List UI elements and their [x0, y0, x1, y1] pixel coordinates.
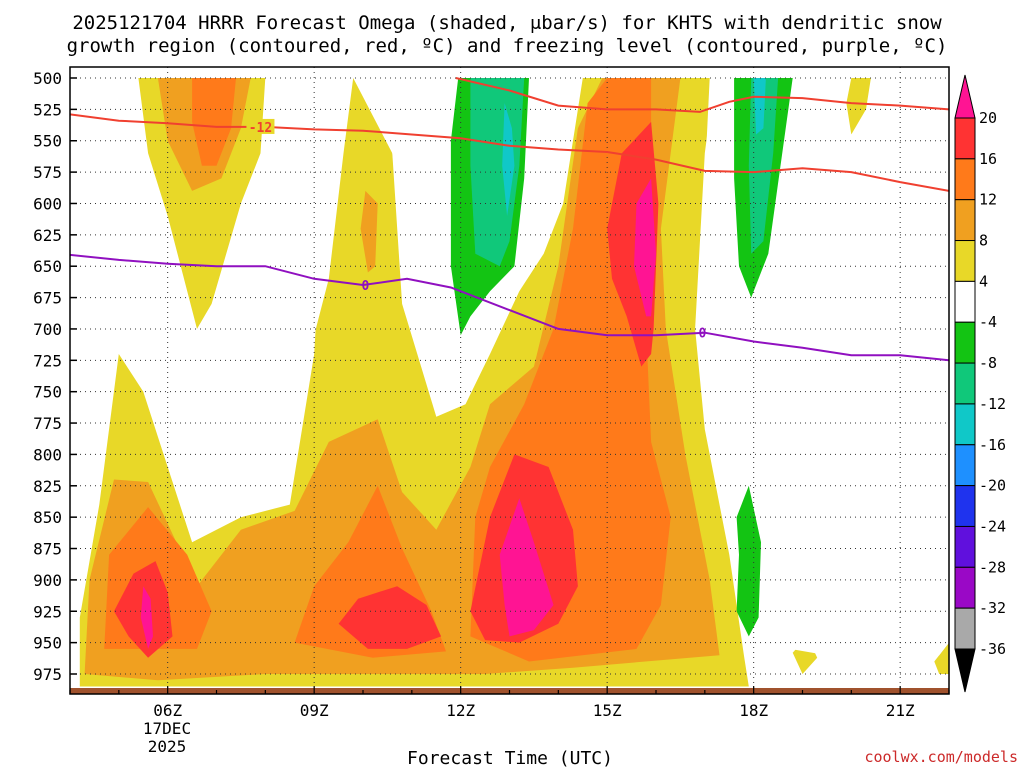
- y-tick-label-700: 700: [33, 320, 62, 339]
- omega-fill-neg16-cyan-a: [502, 103, 515, 216]
- colorbar-label--28: -28: [979, 558, 1006, 576]
- y-tick-label-500: 500: [33, 69, 62, 88]
- colorbar-box-1: [954, 117, 976, 160]
- contour-lines: [70, 77, 949, 362]
- dgz-label-bg: [246, 118, 275, 134]
- colorbar-label--24: -24: [979, 517, 1006, 535]
- colorbar: 20 16 12 8 4 -4 -8 -12 -16 -20 -24 -28 -32 -36: [954, 74, 1006, 693]
- y-tick-label-550: 550: [33, 132, 62, 151]
- omega-fill-pos20-b: [499, 498, 554, 637]
- colorbar-box-11: [954, 525, 976, 568]
- x-tick-label-21Z: 21Z: [886, 701, 915, 720]
- omega-fill-pos8-mid: [360, 190, 378, 273]
- colorbar-label-8: 8: [979, 232, 988, 250]
- colorbar-bottom-arrow: [954, 648, 976, 693]
- colorbar-box-3: [954, 199, 976, 242]
- omega-fill-neg4-white-a: [265, 78, 354, 354]
- colorbar-box-2: [954, 158, 976, 201]
- colorbar-box-7: [954, 362, 976, 405]
- omega-fill-neg4-white-b: [392, 78, 461, 392]
- y-tick-label-600: 600: [33, 194, 62, 213]
- omega-shading: [79, 78, 949, 687]
- freezing-contour-label-2: 0: [698, 327, 706, 342]
- x-axis: 06Z 09Z 12Z 15Z 18Z 21Z: [69, 686, 950, 720]
- colorbar-top-arrow: [954, 74, 976, 119]
- x-tick-label-18Z: 18Z: [739, 701, 768, 720]
- y-tick-label-625: 625: [33, 226, 62, 245]
- colorbar-label--12: -12: [979, 395, 1006, 413]
- colorbar-label--8: -8: [979, 354, 997, 372]
- colorbar-label-12: 12: [979, 191, 997, 209]
- y-tick-label-775: 775: [33, 414, 62, 433]
- y-tick-label-850: 850: [33, 508, 62, 527]
- colorbar-label-20: 20: [979, 109, 997, 127]
- credit-text: coolwx.com/models: [864, 748, 1018, 766]
- colorbar-label--4: -4: [979, 313, 997, 331]
- y-tick-label-750: 750: [33, 383, 62, 402]
- colorbar-label--20: -20: [979, 477, 1006, 495]
- dgz-contour-dgz-lower: [70, 113, 949, 192]
- y-tick-label-725: 725: [33, 351, 62, 370]
- freezing-level-contour: [70, 253, 949, 362]
- omega-fill-pos16-b: [338, 586, 442, 649]
- omega-fill-pos4-top-right: [846, 78, 871, 135]
- x-tick-label-09Z: 09Z: [300, 701, 329, 720]
- colorbar-box-8: [954, 403, 976, 446]
- date-label-day: 17DEC: [143, 719, 191, 738]
- y-tick-label-925: 925: [33, 602, 62, 621]
- dgz-contour-dgz-upper: [455, 77, 949, 113]
- x-tick-label-15Z: 15Z: [593, 701, 622, 720]
- colorbar-box-4: [954, 240, 976, 282]
- contour-labels: -12 0 0: [246, 118, 706, 342]
- colorbar-label-4: 4: [979, 272, 988, 290]
- y-tick-label-875: 875: [33, 540, 62, 559]
- y-tick-label-825: 825: [33, 477, 62, 496]
- y-tick-label-675: 675: [33, 289, 62, 308]
- omega-fill-pos20-c: [634, 178, 656, 317]
- chart-title-line-2: growth region (contoured, red, ºC) and f…: [67, 35, 948, 57]
- y-tick-label-900: 900: [33, 571, 62, 590]
- colorbar-box-9: [954, 444, 976, 487]
- y-tick-label-950: 950: [33, 634, 62, 653]
- x-axis-title: Forecast Time (UTC): [407, 748, 613, 768]
- colorbar-box-6: [954, 321, 976, 364]
- omega-fill-neg8-green-c: [736, 485, 761, 637]
- y-axis: 500 525 550 575 600 625 650 675 700 725 750 775 800 8…: [33, 69, 77, 684]
- date-label-year: 2025: [148, 737, 187, 756]
- chart-title-line-1: 2025121704 HRRR Forecast Omega (shaded, …: [72, 12, 942, 34]
- y-tick-label-575: 575: [33, 163, 62, 182]
- y-tick-label-650: 650: [33, 257, 62, 276]
- omega-fill-pos12-top: [192, 78, 236, 166]
- y-tick-label-975: 975: [33, 665, 62, 684]
- omega-fill-pos4-spot-b: [934, 642, 949, 674]
- y-tick-label-800: 800: [33, 445, 62, 464]
- colorbar-box-5: [954, 280, 976, 323]
- freezing-contour-label-1: 0: [362, 279, 370, 294]
- x-tick-label-12Z: 12Z: [446, 701, 475, 720]
- colorbar-label--32: -32: [979, 599, 1006, 617]
- omega-fill-pos20-a: [140, 586, 153, 649]
- y-tick-label-525: 525: [33, 100, 62, 119]
- colorbar-label--16: -16: [979, 436, 1006, 454]
- dgz-contour-label: -12: [249, 121, 272, 136]
- colorbar-box-13: [954, 607, 976, 650]
- omega-fill-neg16-cyan-b: [753, 78, 766, 135]
- colorbar-label-16: 16: [979, 150, 997, 168]
- colorbar-box-12: [954, 566, 976, 609]
- x-tick-label-06Z: 06Z: [153, 701, 182, 720]
- colorbar-box-10: [954, 485, 976, 527]
- colorbar-label--36: -36: [979, 640, 1006, 658]
